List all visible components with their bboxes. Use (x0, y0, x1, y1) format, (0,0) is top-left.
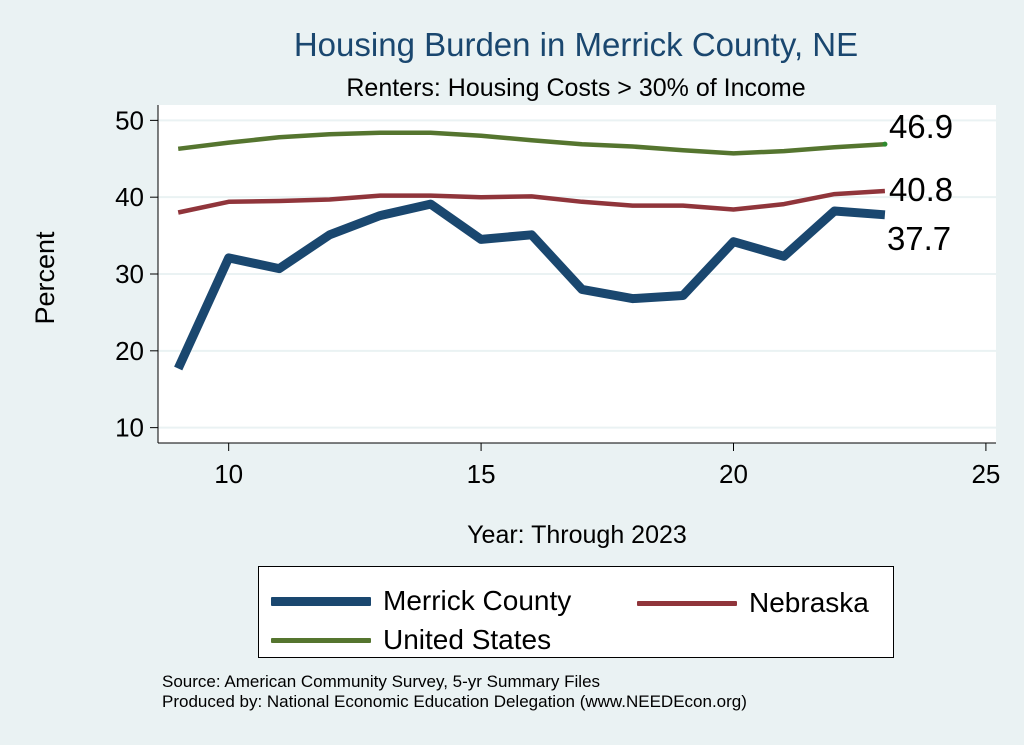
x-tick-label: 20 (719, 459, 748, 489)
x-tick-label: 10 (214, 459, 243, 489)
legend-swatch-us (271, 637, 371, 643)
end-label-1: 40.8 (889, 171, 953, 208)
legend-label-merrick: Merrick County (383, 585, 572, 616)
end-marker (882, 141, 888, 147)
legend-swatch-nebraska (637, 600, 737, 606)
legend: Merrick County Nebraska United States (258, 566, 894, 658)
series-line-1 (177, 188, 886, 215)
series-line-0 (174, 199, 886, 371)
end-label-0: 37.7 (887, 220, 951, 257)
chart-title: Housing Burden in Merrick County, NE (293, 26, 859, 63)
legend-item-us: United States (271, 624, 551, 656)
y-tick-label: 30 (115, 259, 144, 289)
legend-item-merrick: Merrick County (271, 585, 571, 617)
y-axis-label: Percent (30, 231, 60, 325)
legend-label-nebraska: Nebraska (749, 587, 869, 618)
series-line-2 (177, 130, 886, 156)
axes: 10 20 30 40 50 10 15 20 25 (115, 105, 1000, 489)
grid-lines (158, 119, 996, 429)
x-axis-label: Year: Through 2023 (467, 521, 687, 549)
legend-swatch-merrick (271, 596, 371, 606)
y-tick-label: 20 (115, 336, 144, 366)
producer-note: Produced by: National Economic Education… (162, 692, 747, 711)
series-lines (174, 130, 888, 371)
source-note: Source: American Community Survey, 5-yr … (162, 672, 601, 691)
end-labels: 37.7 40.8 46.9 (887, 108, 953, 257)
y-tick-label: 50 (115, 105, 144, 135)
y-tick-label: 10 (115, 413, 144, 443)
chart-subtitle: Renters: Housing Costs > 30% of Income (346, 74, 806, 102)
x-tick-label: 25 (971, 459, 1000, 489)
x-tick-label: 15 (467, 459, 496, 489)
legend-item-nebraska: Nebraska (637, 587, 869, 619)
end-label-2: 46.9 (889, 108, 953, 145)
y-tick-label: 40 (115, 182, 144, 212)
legend-label-us: United States (383, 624, 552, 655)
